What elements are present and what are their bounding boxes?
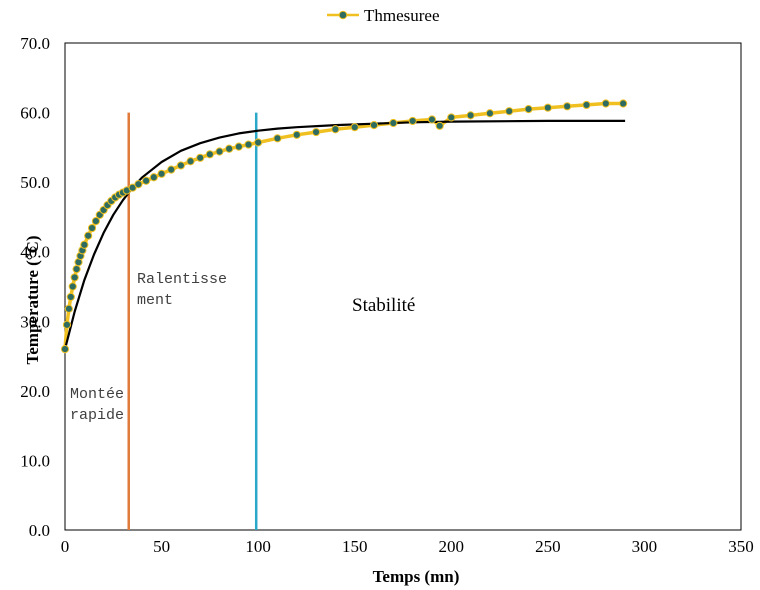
- data-point: [485, 109, 495, 118]
- data-point: [215, 147, 224, 156]
- data-point: [72, 265, 81, 274]
- data-point: [427, 115, 437, 124]
- model-curve-line: [63, 119, 626, 350]
- data-point: [369, 120, 379, 130]
- y-tick-label: 30.0: [20, 312, 50, 331]
- x-tick-label: 0: [61, 537, 70, 556]
- data-point: [619, 99, 628, 108]
- data-point: [273, 134, 282, 143]
- legend-label: Thmesuree: [364, 6, 440, 25]
- x-tick-label: 250: [535, 537, 561, 556]
- data-point: [66, 292, 75, 302]
- x-tick-label: 50: [153, 537, 170, 556]
- data-point: [60, 345, 70, 354]
- data-point: [157, 169, 166, 178]
- data-point: [128, 183, 137, 192]
- data-point: [389, 118, 398, 128]
- plot-area-frame: [64, 42, 742, 531]
- data-point: [563, 102, 572, 111]
- y-tick-label: 10.0: [20, 451, 50, 470]
- data-point: [196, 153, 205, 162]
- data-point: [311, 127, 321, 137]
- y-axis-title: Temperature (°C): [23, 235, 42, 364]
- data-point: [601, 99, 610, 108]
- tick-labels: 0 50 100 150 200 250 300 350 0.0 10.0 20.0 30.0 40.0…: [20, 34, 754, 556]
- data-point: [447, 113, 456, 122]
- annotation-stability: Stabilité: [352, 295, 415, 316]
- data-point: [91, 217, 101, 226]
- annotation-rapid-rise-line2: rapide: [70, 407, 124, 424]
- data-point: [244, 140, 253, 149]
- data-point: [225, 144, 234, 153]
- data-point: [292, 130, 301, 139]
- data-point: [176, 161, 185, 170]
- data-point: [149, 173, 158, 182]
- data-point: [205, 150, 214, 159]
- annotation-rapid-rise-line1: Montée: [70, 386, 124, 403]
- data-point: [84, 231, 93, 240]
- x-tick-label: 350: [728, 537, 754, 556]
- x-tick-label: 100: [245, 537, 271, 556]
- data-point: [254, 138, 263, 147]
- data-point: [70, 273, 79, 282]
- x-tick-label: 150: [342, 537, 368, 556]
- y-tick-label: 20.0: [20, 382, 50, 401]
- data-point: [62, 320, 72, 329]
- reference-lines: [127, 112, 258, 530]
- measured-series-line: [63, 101, 624, 350]
- data-point: [134, 180, 143, 189]
- data-point: [331, 125, 340, 134]
- data-point: [466, 111, 475, 120]
- data-point: [582, 100, 591, 110]
- data-point: [408, 116, 417, 126]
- y-tick-label: 40.0: [20, 243, 50, 262]
- data-point: [186, 157, 195, 166]
- data-point: [505, 107, 514, 116]
- legend-marker: [338, 10, 348, 20]
- data-point: [87, 223, 97, 233]
- series-layer: [60, 99, 628, 354]
- data-point: [350, 123, 359, 132]
- data-point: [435, 121, 444, 130]
- y-tick-label: 0.0: [29, 521, 50, 540]
- annotation-slowdown-line1: Ralentisse: [137, 271, 227, 288]
- annotation-slowdown: Ralentisse ment: [137, 271, 236, 309]
- data-point: [167, 165, 176, 174]
- annotation-rapid-rise: Montée rapide: [70, 386, 133, 424]
- y-tick-label: 70.0: [20, 34, 50, 53]
- data-point: [234, 142, 243, 151]
- y-tick-label: 50.0: [20, 173, 50, 192]
- data-point: [142, 176, 151, 185]
- data-point: [524, 104, 533, 114]
- data-point: [543, 103, 552, 112]
- data-point: [64, 304, 73, 313]
- x-tick-label: 300: [632, 537, 658, 556]
- data-point: [80, 240, 89, 249]
- data-point: [68, 282, 77, 291]
- x-axis-title: Temps (mn): [373, 567, 460, 586]
- annotation-slowdown-line2: ment: [137, 292, 173, 309]
- x-tick-label: 200: [439, 537, 465, 556]
- y-tick-label: 60.0: [20, 104, 50, 123]
- legend: Thmesuree: [327, 6, 440, 25]
